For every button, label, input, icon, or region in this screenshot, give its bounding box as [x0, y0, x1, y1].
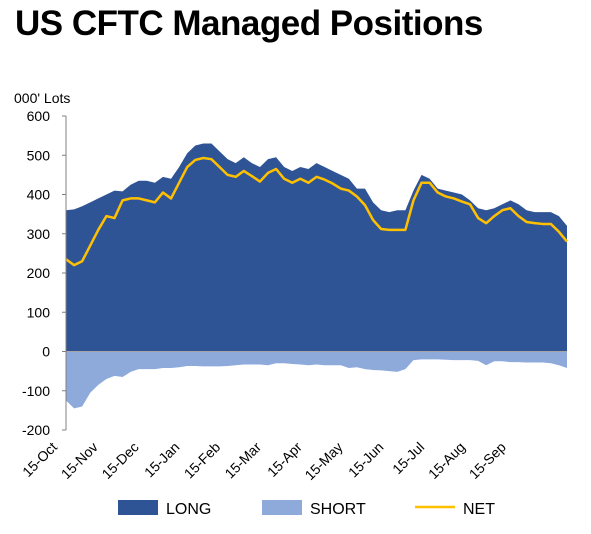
series-area-short: [66, 351, 567, 409]
y-tick-label: 400: [27, 187, 51, 203]
legend-swatch-long: [118, 500, 158, 515]
x-tick-label: 15-Jun: [345, 439, 387, 481]
y-tick-label: 200: [27, 265, 51, 281]
x-tick-label: 15-Sep: [466, 439, 509, 482]
series-line-net: [65, 156, 568, 267]
x-tick-label: 15-Dec: [98, 439, 141, 482]
series-area-long: [66, 143, 567, 352]
x-tick-label: 15-Aug: [425, 439, 468, 482]
x-tick-label: 15-Nov: [58, 439, 101, 482]
x-tick-label: 15-May: [301, 439, 345, 483]
y-tick-label: 0: [42, 344, 50, 360]
legend-label-net: NET: [463, 501, 495, 518]
y-tick-label: -200: [22, 422, 50, 438]
y-tick-label: 100: [27, 304, 51, 320]
y-tick-label: 300: [27, 226, 51, 242]
legend-swatch-short: [262, 500, 302, 515]
x-tick-label: 15-Feb: [181, 439, 224, 482]
x-tick-label: 15-Apr: [264, 439, 305, 480]
y-axis-unit-label: 000' Lots: [14, 90, 71, 106]
x-tick-label: 15-Oct: [19, 439, 60, 480]
x-tick-label: 15-Jul: [389, 439, 427, 477]
legend-label-short: SHORT: [310, 501, 366, 518]
y-tick-label: -100: [22, 383, 50, 399]
legend-label-long: LONG: [166, 501, 211, 518]
x-tick-label: 15-Mar: [221, 439, 264, 482]
y-tick-label: 500: [27, 147, 51, 163]
y-tick-label: 600: [27, 108, 51, 124]
chart-title: US CFTC Managed Positions: [15, 4, 483, 43]
x-tick-label: 15-Jan: [141, 439, 183, 481]
